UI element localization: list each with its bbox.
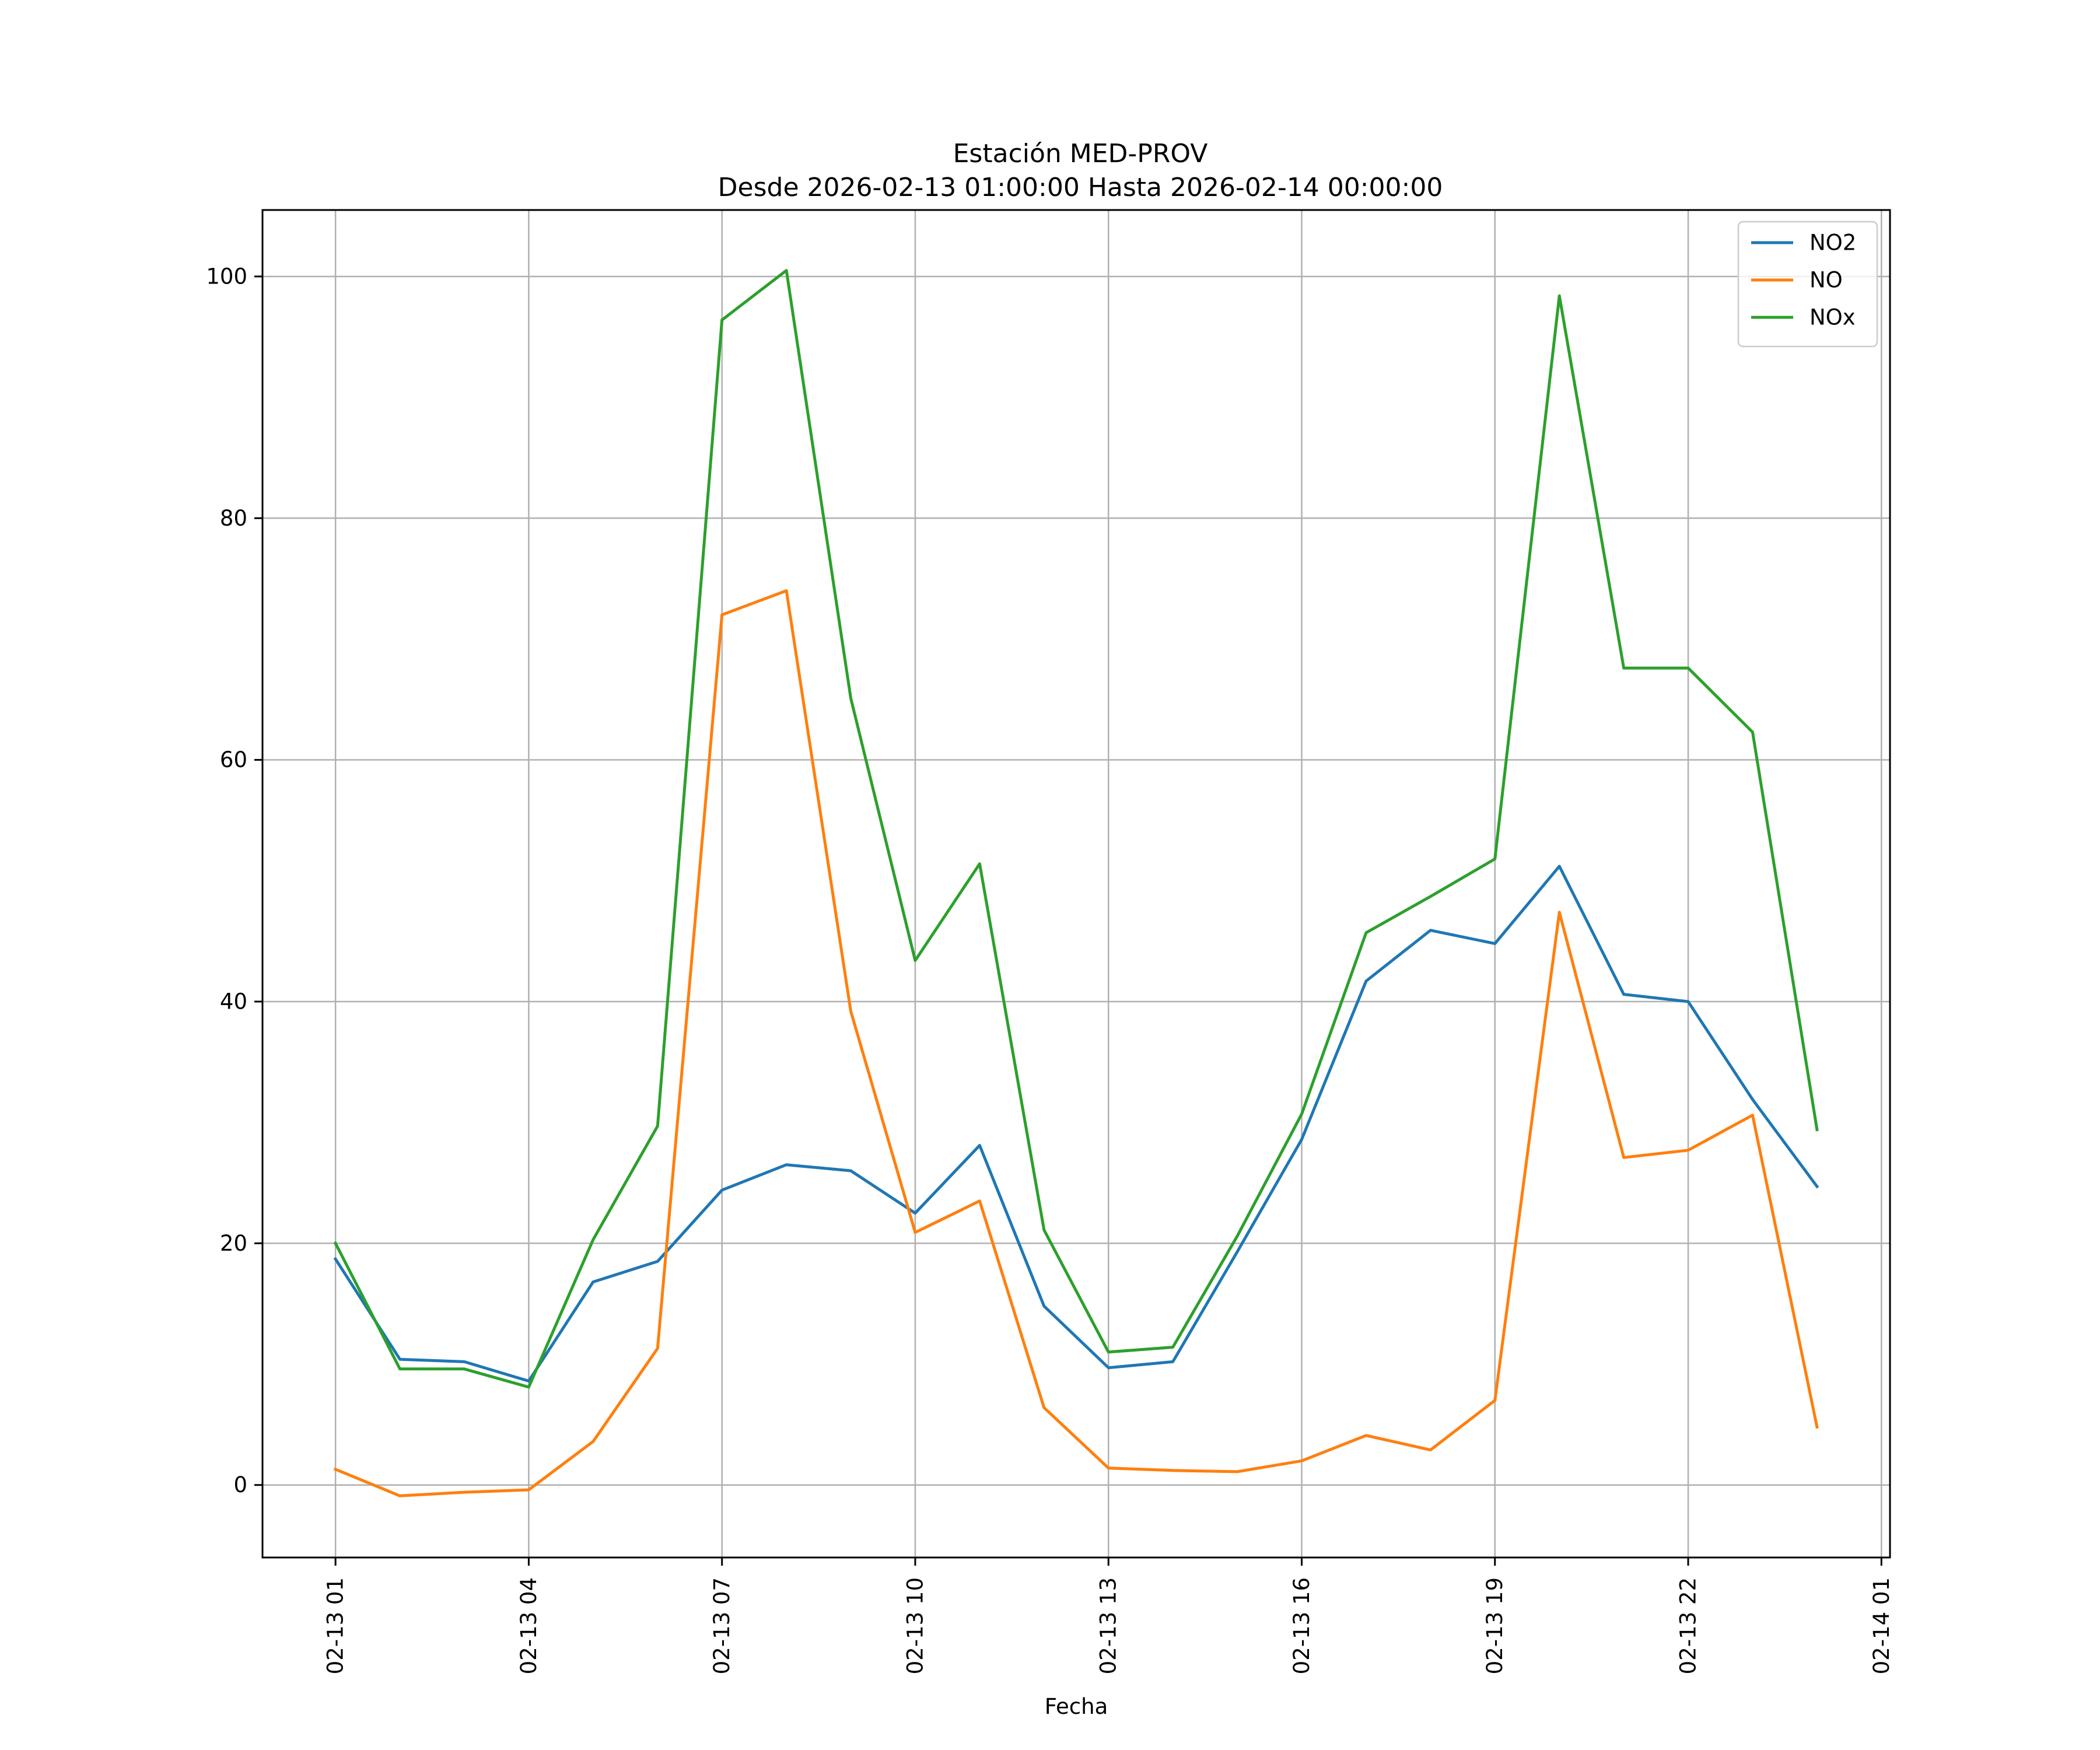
x-tick-label: 02-13 16: [1289, 1577, 1314, 1674]
x-tick-label: 02-13 04: [516, 1577, 541, 1674]
legend-label-nox: NOx: [1810, 305, 1856, 330]
x-tick-label: 02-13 22: [1676, 1577, 1701, 1674]
legend-label-no: NO: [1810, 268, 1843, 293]
legend: NO2 NO NOx: [1737, 220, 1878, 348]
legend-label-no2: NO2: [1810, 230, 1856, 256]
x-axis-ticks: 02-13 01 02-13 04 02-13 07 02-13 10 02-13 13…: [323, 1558, 1894, 1674]
grid: [262, 210, 1890, 1558]
x-tick-label: 02-13 10: [902, 1577, 928, 1674]
legend-box: [1737, 220, 1878, 348]
x-tick-label: 02-14 01: [1869, 1577, 1894, 1674]
chart-title: Estación MED-PROV: [953, 139, 1208, 169]
x-tick-label: 02-13 07: [709, 1577, 734, 1674]
y-tick-label: 80: [220, 506, 247, 531]
series-lines: [333, 269, 1819, 1497]
series-line-no2: [333, 864, 1819, 1382]
x-tick-label: 02-13 19: [1482, 1577, 1507, 1674]
series-line-nox: [333, 269, 1819, 1389]
y-tick-label: 40: [220, 989, 247, 1014]
y-tick-label: 0: [233, 1472, 247, 1497]
x-tick-label: 02-13 01: [323, 1577, 348, 1674]
chart-subtitle: Desde 2026-02-13 01:00:00 Hasta 2026-02-…: [718, 173, 1443, 202]
y-axis-ticks: 0 20 40 60 80 100: [206, 264, 262, 1497]
plot-frame: [261, 209, 1891, 1559]
y-tick-label: 100: [206, 264, 247, 289]
x-axis-label: Fecha: [1045, 1694, 1108, 1719]
series-line-no: [333, 589, 1819, 1497]
x-tick-label: 02-13 13: [1096, 1577, 1121, 1674]
y-tick-label: 60: [220, 747, 247, 772]
y-tick-label: 20: [220, 1231, 247, 1256]
